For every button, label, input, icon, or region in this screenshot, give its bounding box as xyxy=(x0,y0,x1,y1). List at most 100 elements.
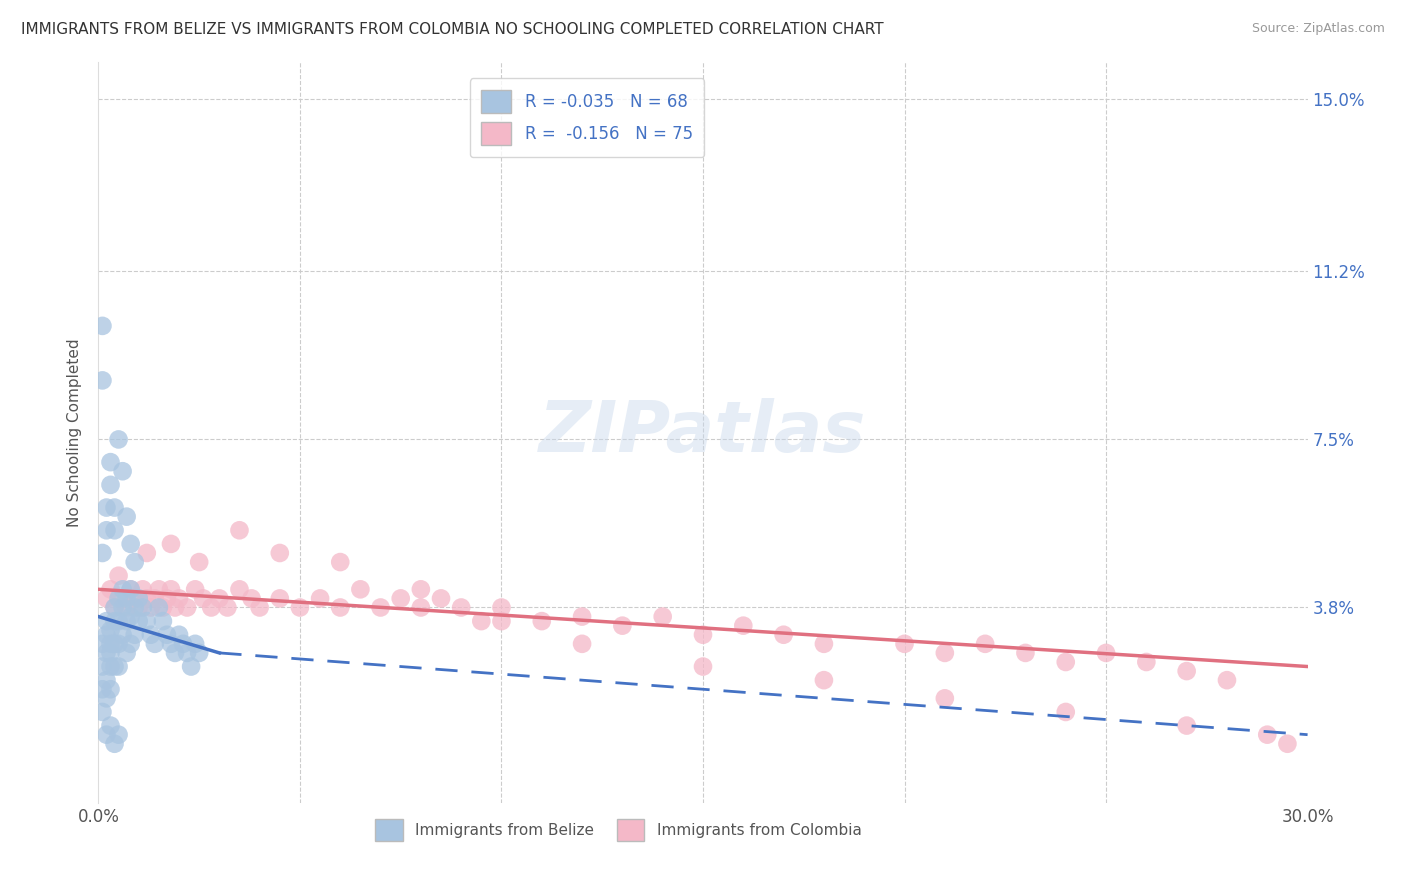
Point xyxy=(1135,655,1157,669)
Point xyxy=(409,600,432,615)
Point xyxy=(1256,728,1278,742)
Point xyxy=(103,600,125,615)
Point xyxy=(100,478,122,492)
Legend: Immigrants from Belize, Immigrants from Colombia: Immigrants from Belize, Immigrants from … xyxy=(370,814,868,847)
Point xyxy=(103,500,125,515)
Point xyxy=(96,691,118,706)
Text: ZIPatlas: ZIPatlas xyxy=(540,398,866,467)
Point xyxy=(115,614,138,628)
Point xyxy=(1175,718,1198,732)
Point xyxy=(430,591,453,606)
Point xyxy=(120,637,142,651)
Point xyxy=(309,591,332,606)
Point xyxy=(111,591,134,606)
Point xyxy=(249,600,271,615)
Point xyxy=(148,582,170,597)
Point xyxy=(160,637,183,651)
Point xyxy=(1054,705,1077,719)
Point xyxy=(115,591,138,606)
Point xyxy=(100,455,122,469)
Point xyxy=(96,614,118,628)
Point xyxy=(132,582,155,597)
Point xyxy=(148,600,170,615)
Point xyxy=(349,582,371,597)
Point xyxy=(1095,646,1118,660)
Point xyxy=(156,591,179,606)
Point xyxy=(135,591,157,606)
Point xyxy=(228,523,250,537)
Point xyxy=(1175,664,1198,678)
Point xyxy=(91,546,114,560)
Point xyxy=(91,637,114,651)
Point xyxy=(813,637,835,651)
Point xyxy=(163,646,186,660)
Point xyxy=(974,637,997,651)
Point xyxy=(91,705,114,719)
Point xyxy=(269,591,291,606)
Point xyxy=(651,609,673,624)
Point xyxy=(103,637,125,651)
Point xyxy=(450,600,472,615)
Point xyxy=(612,618,634,632)
Point xyxy=(240,591,263,606)
Point xyxy=(184,637,207,651)
Point xyxy=(124,600,146,615)
Point xyxy=(111,600,134,615)
Y-axis label: No Schooling Completed: No Schooling Completed xyxy=(67,338,83,527)
Point xyxy=(152,600,174,615)
Point xyxy=(115,646,138,660)
Point xyxy=(91,318,114,333)
Point xyxy=(100,582,122,597)
Point xyxy=(188,646,211,660)
Point xyxy=(128,614,150,628)
Text: IMMIGRANTS FROM BELIZE VS IMMIGRANTS FROM COLOMBIA NO SCHOOLING COMPLETED CORREL: IMMIGRANTS FROM BELIZE VS IMMIGRANTS FRO… xyxy=(21,22,884,37)
Point xyxy=(470,614,492,628)
Point xyxy=(120,609,142,624)
Point xyxy=(934,691,956,706)
Point xyxy=(96,673,118,688)
Point xyxy=(1277,737,1299,751)
Point xyxy=(813,673,835,688)
Point xyxy=(143,637,166,651)
Point xyxy=(124,591,146,606)
Point xyxy=(156,628,179,642)
Point xyxy=(132,600,155,615)
Point xyxy=(120,582,142,597)
Point xyxy=(184,582,207,597)
Point xyxy=(100,624,122,638)
Point xyxy=(103,614,125,628)
Text: Source: ZipAtlas.com: Source: ZipAtlas.com xyxy=(1251,22,1385,36)
Point xyxy=(128,591,150,606)
Point xyxy=(115,509,138,524)
Point xyxy=(143,591,166,606)
Point xyxy=(100,637,122,651)
Point xyxy=(491,600,513,615)
Point xyxy=(107,659,129,673)
Point xyxy=(124,628,146,642)
Point xyxy=(389,591,412,606)
Point xyxy=(115,600,138,615)
Point xyxy=(163,600,186,615)
Point xyxy=(172,637,194,651)
Point xyxy=(1054,655,1077,669)
Point xyxy=(100,682,122,697)
Point xyxy=(139,628,162,642)
Point xyxy=(107,591,129,606)
Point xyxy=(176,646,198,660)
Point xyxy=(228,582,250,597)
Point xyxy=(180,659,202,673)
Point xyxy=(269,546,291,560)
Point xyxy=(772,628,794,642)
Point xyxy=(107,728,129,742)
Point xyxy=(107,614,129,628)
Point xyxy=(176,600,198,615)
Point xyxy=(1014,646,1036,660)
Point xyxy=(160,582,183,597)
Point xyxy=(107,433,129,447)
Point xyxy=(124,555,146,569)
Point xyxy=(139,600,162,615)
Point xyxy=(96,628,118,642)
Point xyxy=(329,555,352,569)
Point xyxy=(111,628,134,642)
Point xyxy=(167,591,190,606)
